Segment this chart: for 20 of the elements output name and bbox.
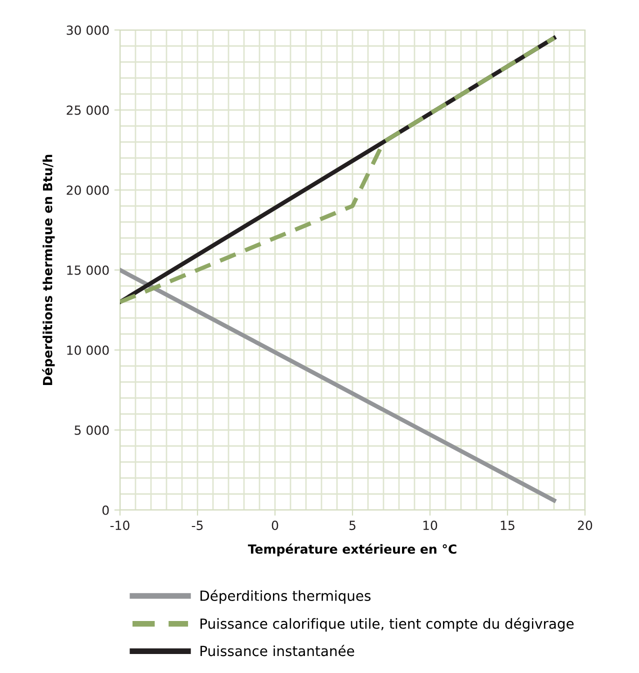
legend-label: Puissance calorifique utile, tient compte du dégivrage: [200, 618, 574, 632]
x-tick-label: 0: [272, 520, 278, 530]
legend-label: Déperditions thermiques: [200, 590, 371, 604]
x-tick-label: 20: [578, 520, 592, 530]
x-tick-label: 5: [349, 520, 356, 530]
y-axis-title: Déperditions thermique en Btu/h: [42, 154, 55, 386]
x-tick-label: -5: [192, 520, 203, 530]
y-tick-label: 0: [102, 505, 109, 515]
line-series: [120, 36, 556, 304]
y-tick-label: 10 000: [67, 345, 109, 355]
y-tick-label: 20 000: [66, 185, 109, 195]
x-axis-title: Température extérieure en °C: [248, 544, 456, 556]
y-tick-label: 30 000: [66, 25, 109, 35]
x-tick-label: 15: [500, 520, 514, 530]
x-tick-label: 10: [423, 520, 438, 530]
y-tick-label: 15 000: [67, 265, 109, 275]
y-tick-label: 25 000: [66, 105, 109, 115]
legend-label: Puissance instantanée: [200, 644, 354, 656]
y-tick-label: 5 000: [74, 425, 109, 435]
x-tick-label: -10: [110, 520, 130, 530]
